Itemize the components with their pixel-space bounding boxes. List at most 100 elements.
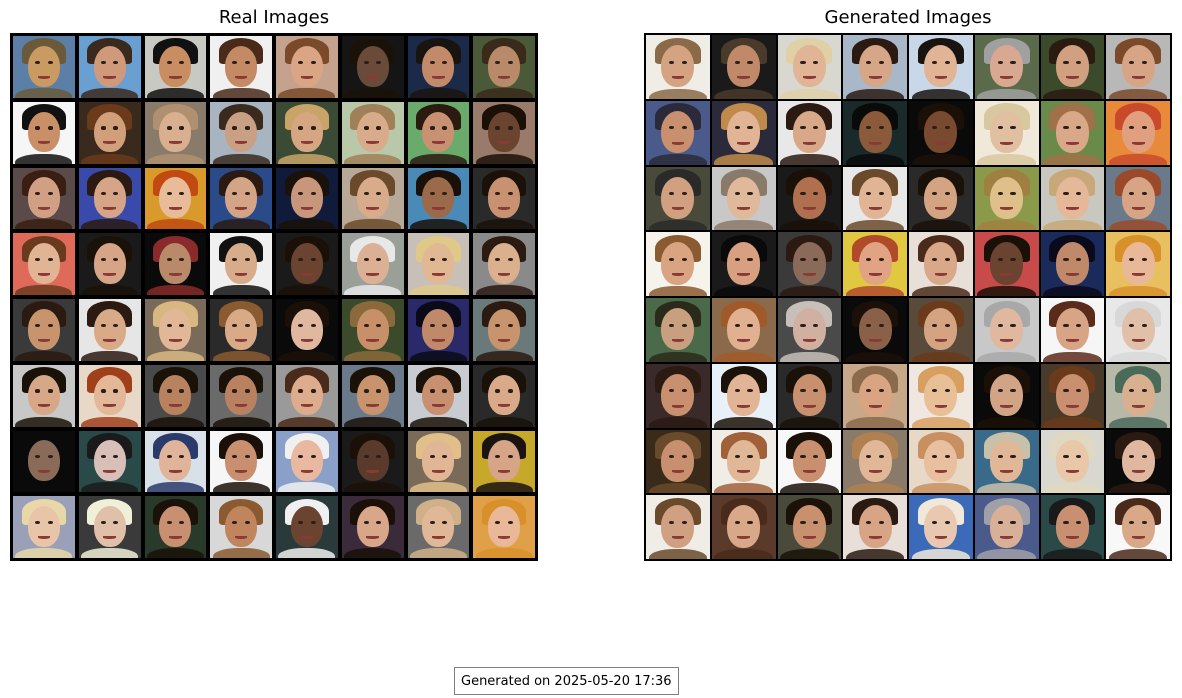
real-face-thumbnail — [78, 167, 141, 230]
shoulders — [278, 153, 336, 164]
mouth — [934, 273, 948, 277]
shoulders — [1108, 483, 1168, 494]
left-eye — [734, 257, 740, 261]
mouth — [1066, 207, 1079, 211]
generated-face-thumbnail — [711, 166, 776, 231]
right-eye — [179, 192, 185, 196]
generated-face-thumbnail — [646, 100, 710, 165]
shoulders — [845, 548, 905, 559]
shoulders — [714, 351, 773, 362]
mouth — [366, 207, 379, 211]
shoulders — [409, 87, 467, 98]
face — [356, 440, 389, 482]
face — [488, 243, 521, 284]
generated-face-thumbnail — [777, 429, 842, 494]
face — [924, 45, 958, 88]
right-eye — [442, 192, 448, 196]
mouth — [1000, 338, 1013, 342]
right-eye — [47, 323, 53, 327]
right-eye — [1010, 389, 1016, 393]
shoulders — [278, 350, 336, 361]
shoulders — [409, 153, 467, 164]
mouth — [497, 272, 511, 276]
face — [159, 45, 192, 87]
mouth — [234, 272, 248, 276]
mouth — [1066, 273, 1079, 277]
shoulders — [15, 482, 73, 493]
right-eye — [1010, 323, 1016, 327]
face — [990, 176, 1024, 219]
left-eye — [668, 126, 675, 130]
shoulders — [475, 285, 533, 295]
left-eye — [166, 126, 172, 130]
mouth — [300, 207, 314, 211]
right-eye — [1076, 455, 1082, 459]
face — [1121, 373, 1155, 416]
generated-face-thumbnail — [909, 166, 973, 231]
mouth — [671, 338, 685, 342]
right-eye — [376, 389, 382, 393]
mouth — [934, 75, 948, 79]
real-face-thumbnail — [341, 233, 404, 295]
right-eye — [681, 257, 687, 261]
face — [93, 111, 126, 153]
shoulders — [278, 219, 336, 230]
shoulders — [977, 220, 1036, 231]
generated-face-thumbnail — [1040, 100, 1105, 165]
generated-face-thumbnail — [777, 100, 842, 165]
shoulders — [278, 285, 336, 295]
left-eye — [298, 520, 304, 525]
shoulders — [212, 87, 270, 98]
shoulders — [344, 416, 402, 427]
face — [990, 308, 1024, 351]
generated-face-thumbnail — [974, 232, 1039, 296]
mouth — [366, 470, 379, 474]
shoulders — [648, 154, 708, 165]
left-eye — [668, 389, 675, 393]
right-eye — [878, 126, 885, 130]
left-eye — [100, 323, 106, 327]
left-eye — [931, 257, 938, 261]
left-eye — [1129, 455, 1135, 459]
face — [27, 111, 60, 153]
shoulders — [409, 350, 467, 361]
mouth — [497, 207, 511, 211]
mouth — [1000, 141, 1013, 145]
generated-face-thumbnail — [909, 35, 973, 99]
shoulders — [278, 548, 336, 558]
shoulders — [977, 285, 1036, 296]
mouth — [803, 470, 816, 474]
face — [159, 177, 192, 219]
face — [792, 308, 826, 351]
face — [990, 439, 1024, 482]
shoulders — [714, 220, 773, 231]
right-eye — [47, 60, 53, 64]
right-eye — [244, 389, 250, 393]
generated-face-thumbnail — [711, 363, 776, 428]
left-eye — [35, 126, 41, 130]
shoulders — [15, 548, 73, 558]
left-eye — [866, 192, 872, 196]
face — [924, 176, 958, 219]
left-eye — [495, 520, 501, 525]
left-eye — [1063, 520, 1069, 524]
face — [356, 374, 389, 416]
right-eye — [747, 389, 753, 393]
face — [27, 308, 60, 350]
shoulders — [780, 154, 839, 165]
right-eye — [376, 455, 382, 459]
face — [422, 506, 455, 547]
generated-face-thumbnail — [974, 298, 1039, 362]
generated-face-thumbnail — [1106, 166, 1170, 231]
right-eye — [244, 192, 250, 196]
real-face-thumbnail — [144, 36, 207, 98]
left-eye — [100, 520, 106, 525]
shoulders — [977, 417, 1036, 428]
mouth — [671, 75, 685, 79]
mouth — [103, 272, 116, 276]
face — [93, 506, 126, 547]
mouth — [234, 141, 248, 145]
left-eye — [363, 60, 369, 64]
face — [1055, 439, 1089, 482]
left-eye — [997, 126, 1003, 130]
